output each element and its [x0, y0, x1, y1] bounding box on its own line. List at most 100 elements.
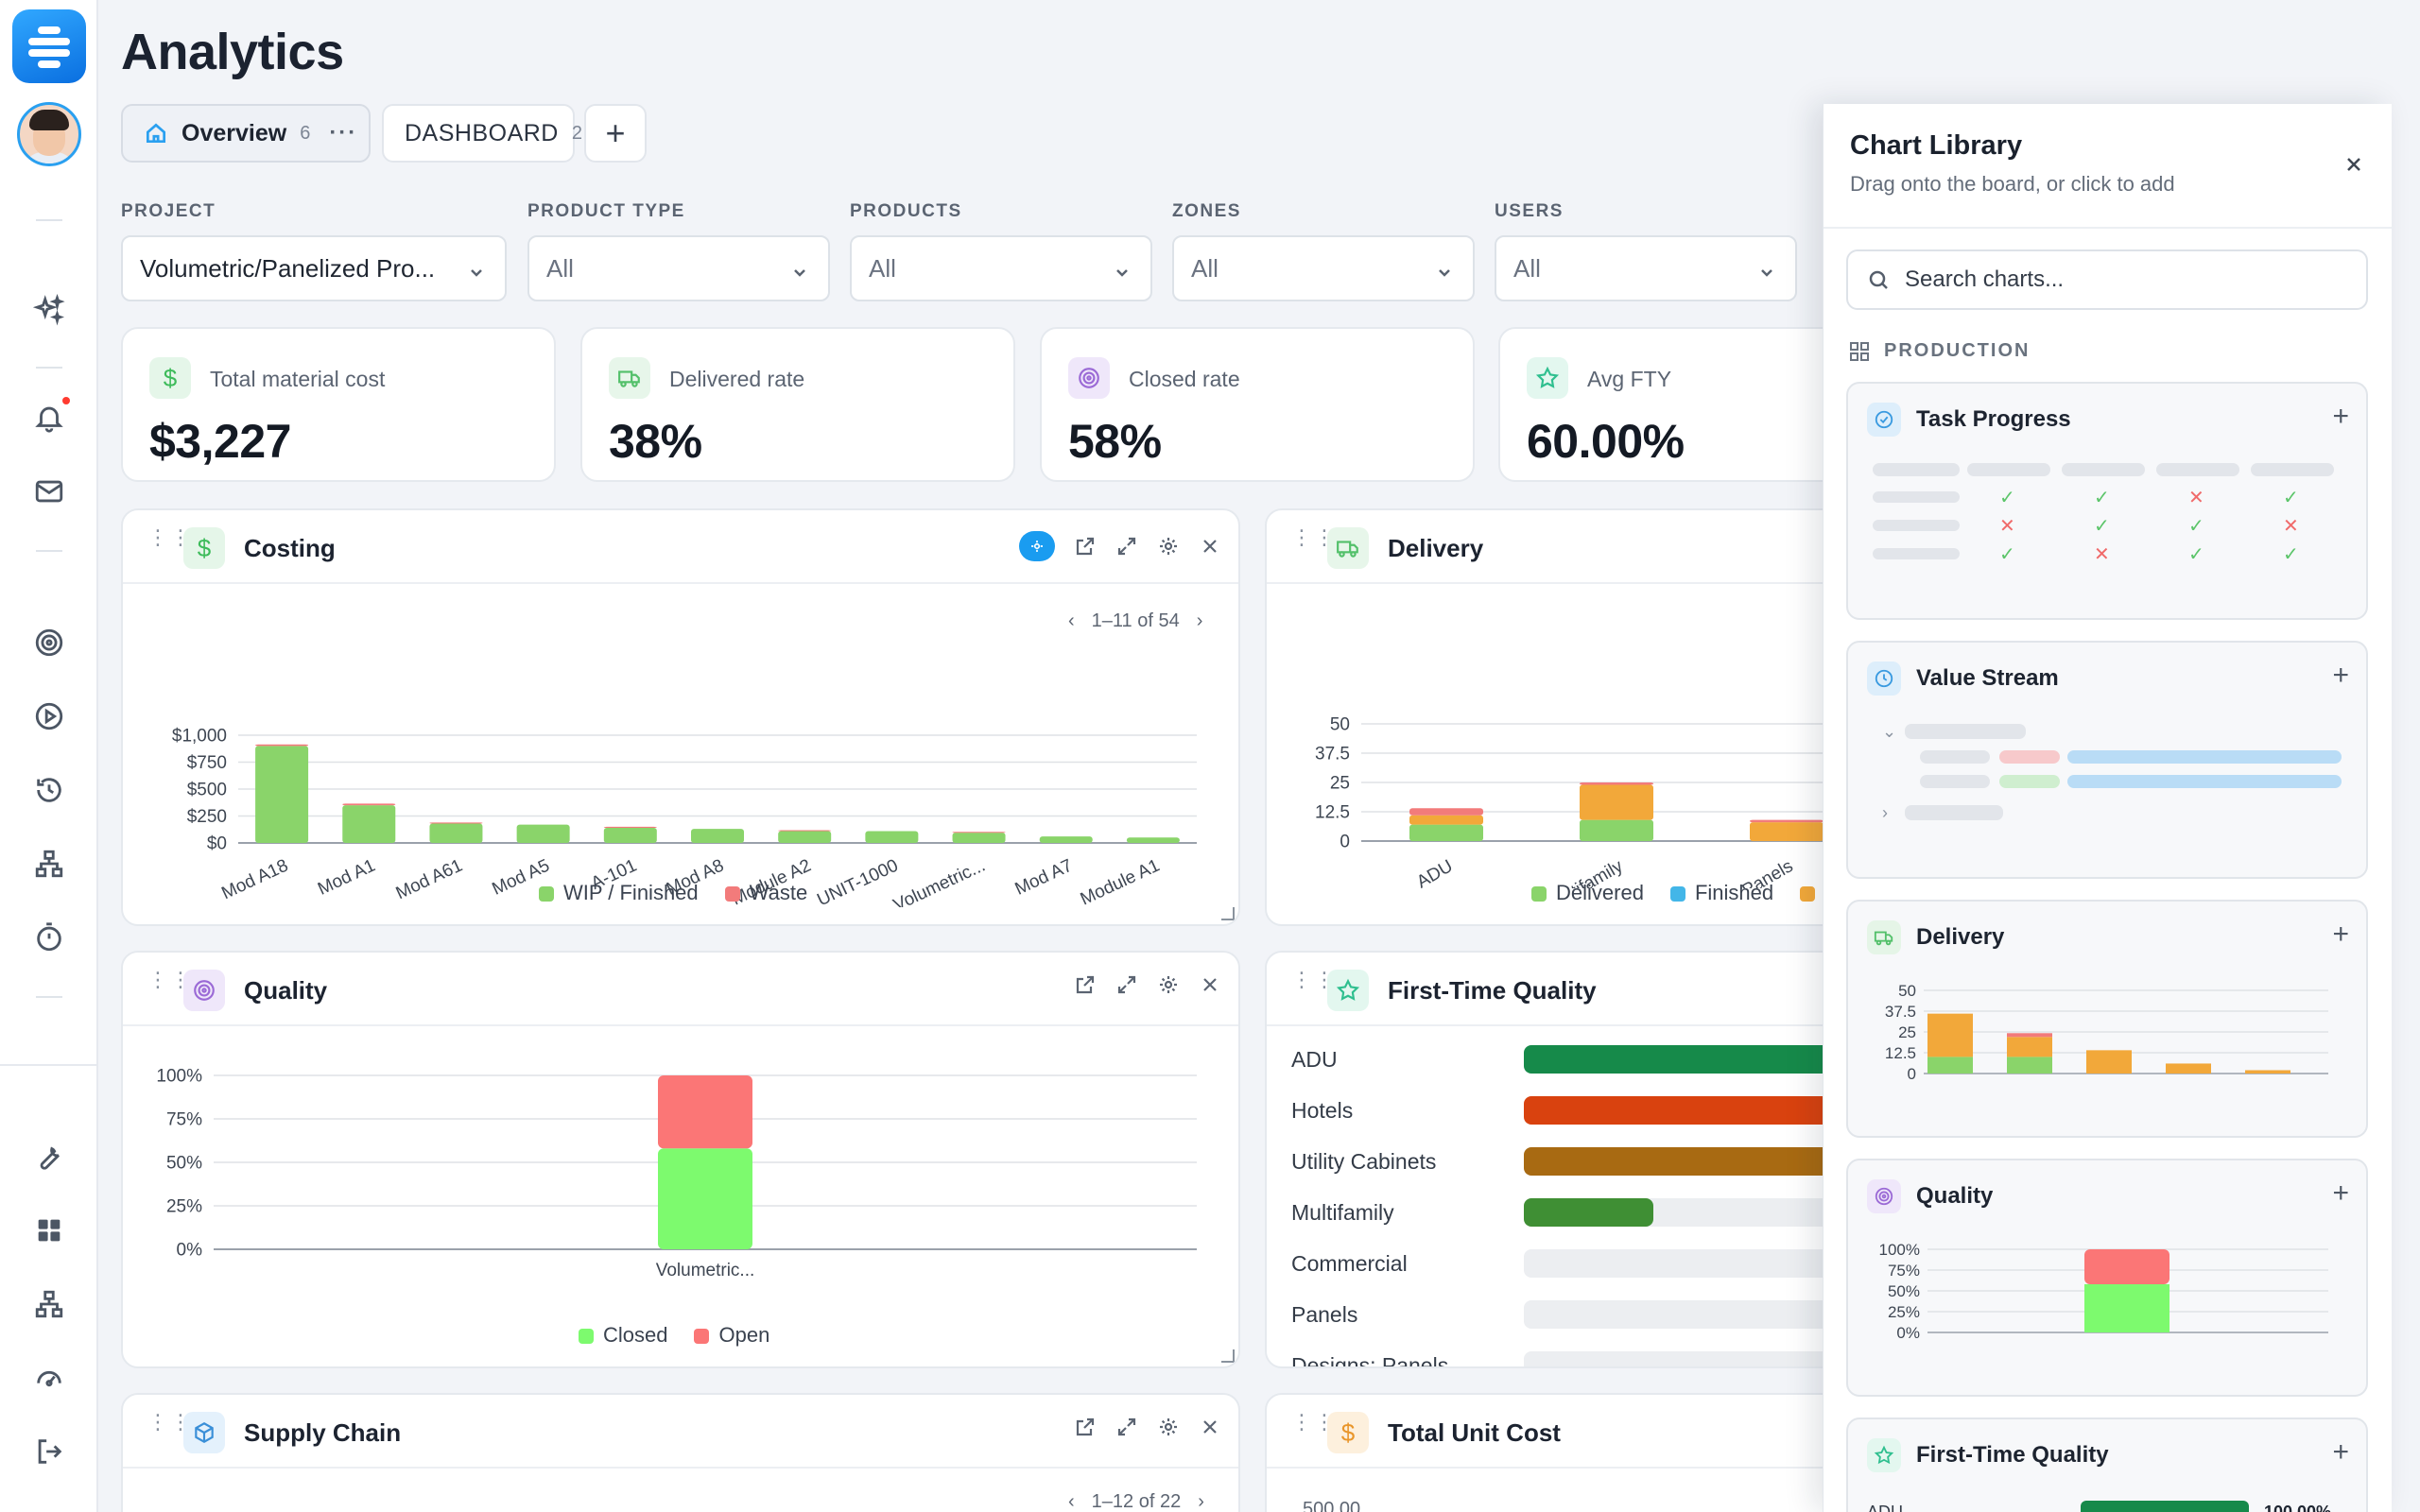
y-tick-label: $0 — [207, 834, 227, 854]
zones-select[interactable]: All — [1172, 235, 1475, 301]
y-tick-label: 50% — [1888, 1282, 1920, 1300]
tab-overview[interactable]: Overview 6 ··· — [121, 104, 371, 163]
card-title: First-Time Quality — [1388, 976, 1597, 1005]
project-select[interactable]: Volumetric/Panelized Pro... — [121, 235, 507, 301]
axis-tick: 500.00 — [1303, 1499, 1361, 1512]
expand-icon[interactable] — [1115, 973, 1138, 996]
close-icon[interactable] — [1199, 1416, 1221, 1438]
add-tab-button[interactable]: + — [584, 104, 647, 163]
resize-handle-icon[interactable] — [1221, 907, 1235, 920]
kpi-total-material-cost[interactable]: $ Total material cost $3,227 — [121, 327, 556, 482]
live-toggle-icon[interactable] — [1019, 531, 1055, 561]
drag-handle-icon[interactable]: ⋮⋮ — [1291, 1410, 1337, 1434]
drag-handle-icon[interactable]: ⋮⋮ — [147, 525, 193, 549]
timer-icon[interactable] — [30, 919, 68, 956]
supply-chain-card[interactable]: ⋮⋮ Supply Chain ‹ 1–12 of 22 › — [121, 1393, 1240, 1512]
kpi-closed-rate[interactable]: Closed rate 58% — [1040, 327, 1475, 482]
legend-item[interactable] — [1800, 881, 1824, 905]
drag-handle-icon[interactable]: ⋮⋮ — [1291, 525, 1337, 549]
add-icon[interactable]: + — [2332, 1436, 2349, 1468]
grid-icon[interactable] — [30, 1211, 68, 1249]
cross-icon: ✕ — [2283, 516, 2299, 537]
sparkles-icon[interactable] — [30, 291, 68, 329]
tab-dashboard[interactable]: DASHBOARD 2 — [382, 104, 582, 163]
bar — [1580, 819, 1653, 841]
library-item-value-stream[interactable]: Value Stream + ⌄ › — [1846, 641, 2368, 879]
library-item-quality[interactable]: Quality + 0% 25% 50% 75% 100% — [1846, 1159, 2368, 1397]
library-item-title: First-Time Quality — [1916, 1442, 2109, 1468]
add-icon[interactable]: + — [2332, 919, 2349, 950]
chevron-right-icon[interactable]: › — [1198, 1491, 1204, 1512]
play-icon[interactable] — [30, 697, 68, 735]
card-header: ⋮⋮ $ Total Unit Cost — [1267, 1395, 1868, 1469]
library-item-task-progress[interactable]: Task Progress + ✓ ✓ ✕ ✓ ✕ ✓ ✓ ✕ ✓ ✕ ✓ ✓ — [1846, 382, 2368, 620]
gauge-icon[interactable] — [30, 1359, 68, 1397]
legend-item[interactable]: Waste — [724, 881, 807, 905]
user-avatar[interactable] — [17, 102, 81, 166]
chevron-left-icon[interactable]: ‹ — [1068, 610, 1075, 631]
legend-item[interactable]: Delivered — [1531, 881, 1644, 905]
drag-handle-icon[interactable]: ⋮⋮ — [1291, 968, 1337, 991]
drag-handle-icon[interactable]: ⋮⋮ — [147, 1410, 193, 1434]
external-link-icon[interactable] — [1074, 1416, 1097, 1438]
network-icon[interactable] — [30, 845, 68, 883]
star-icon — [1867, 1438, 1901, 1472]
bar — [2084, 1283, 2169, 1332]
close-icon[interactable] — [1199, 973, 1221, 996]
legend-item[interactable]: WIP / Finished — [539, 881, 699, 905]
legend: WIP / Finished Waste — [539, 881, 807, 905]
y-tick-label: 50% — [166, 1154, 202, 1174]
delivery-card[interactable]: ⋮⋮ Delivery 0 12.5 25 37.5 50 ADU Multifamily P… — [1265, 508, 1870, 926]
logout-icon[interactable] — [30, 1433, 68, 1470]
library-item-first-time-quality[interactable]: First-Time Quality + ADU 100.00% — [1846, 1418, 2368, 1512]
add-icon[interactable]: + — [2332, 660, 2349, 691]
target-icon — [183, 970, 225, 1011]
wrench-icon[interactable] — [30, 1138, 68, 1176]
card-title: Quality — [244, 976, 328, 1005]
external-link-icon[interactable] — [1074, 535, 1097, 558]
ftq-card[interactable]: ⋮⋮ First-Time Quality ADU Hotels Utility C… — [1265, 951, 1870, 1368]
users-select[interactable]: All — [1495, 235, 1797, 301]
library-item-delivery[interactable]: Delivery + 0 12.5 25 37.5 50 — [1846, 900, 2368, 1138]
legend-item[interactable]: Closed — [579, 1323, 667, 1348]
costing-card[interactable]: ⋮⋮ $ Costing ‹ 1–11 of 54 › $0 $250 $500 $7… — [121, 508, 1240, 926]
chevron-left-icon[interactable]: ‹ — [1068, 1491, 1075, 1512]
y-tick-label: 100% — [156, 1067, 202, 1087]
total-unit-cost-card[interactable]: ⋮⋮ $ Total Unit Cost 500.00 — [1265, 1393, 1870, 1512]
expand-icon[interactable] — [1115, 535, 1138, 558]
mini-quality-chart: 0% 25% 50% 75% 100% — [1879, 1241, 2328, 1342]
cross-icon: ✕ — [2188, 488, 2204, 508]
truck-icon — [1867, 920, 1901, 954]
product-type-select[interactable]: All — [527, 235, 830, 301]
legend-item[interactable]: Finished — [1669, 881, 1773, 905]
hierarchy-icon[interactable] — [30, 1285, 68, 1323]
more-icon[interactable]: ··· — [329, 120, 358, 146]
bar — [1750, 819, 1824, 823]
add-icon[interactable]: + — [2332, 1177, 2349, 1209]
settings-icon[interactable] — [1157, 1416, 1180, 1438]
app-logo[interactable] — [12, 9, 86, 83]
kpi-delivered-rate[interactable]: Delivered rate 38% — [580, 327, 1015, 482]
external-link-icon[interactable] — [1074, 973, 1097, 996]
resize-handle-icon[interactable] — [1221, 1349, 1235, 1363]
legend-item[interactable]: Open — [694, 1323, 769, 1348]
products-select[interactable]: All — [850, 235, 1152, 301]
y-tick-label: $250 — [187, 807, 227, 827]
bell-icon[interactable] — [30, 399, 68, 437]
history-icon[interactable] — [30, 771, 68, 809]
mail-icon[interactable] — [30, 472, 68, 510]
settings-icon[interactable] — [1157, 973, 1180, 996]
settings-icon[interactable] — [1157, 535, 1180, 558]
chevron-right-icon[interactable]: › — [1196, 610, 1203, 631]
close-icon[interactable] — [2342, 153, 2365, 176]
card-header: ⋮⋮ Delivery — [1267, 510, 1868, 584]
close-icon[interactable] — [1199, 535, 1221, 558]
search-input[interactable]: Search charts... — [1846, 249, 2368, 310]
expand-icon[interactable] — [1115, 1416, 1138, 1438]
drag-handle-icon[interactable]: ⋮⋮ — [147, 968, 193, 991]
add-icon[interactable]: + — [2332, 401, 2349, 432]
target-icon[interactable] — [30, 624, 68, 662]
quality-card[interactable]: ⋮⋮ Quality 0% 25% 50% 75% 100% Volumetric... … — [121, 951, 1240, 1368]
chevron-down-icon: ⌄ — [1882, 722, 1897, 741]
page-title: Analytics — [121, 24, 344, 80]
